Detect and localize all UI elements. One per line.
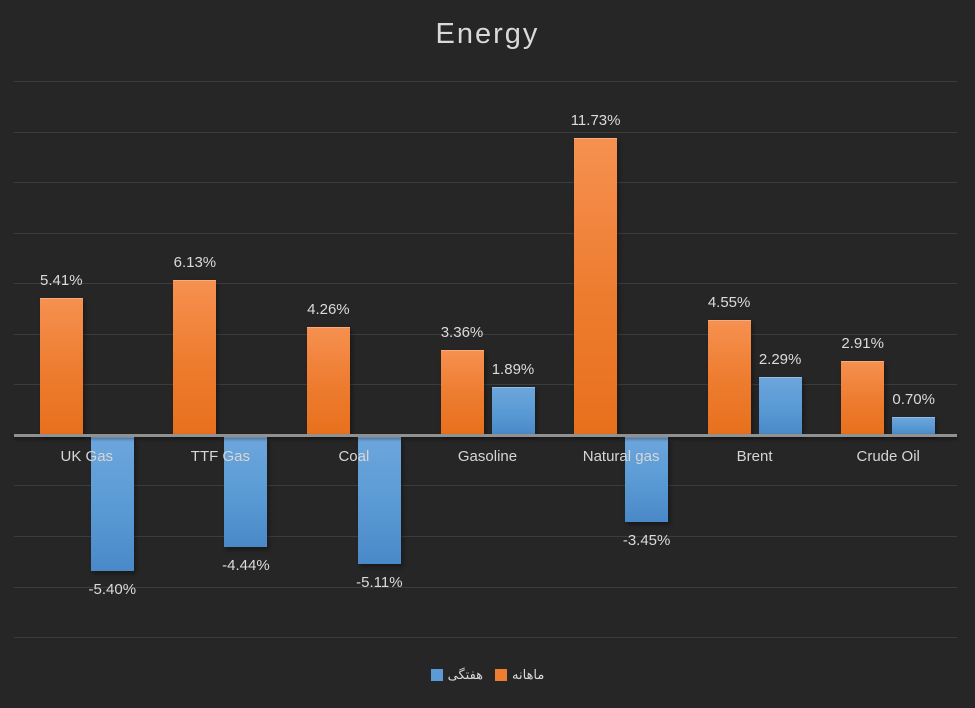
data-label: 0.70% [892,391,935,409]
bar-monthly [574,138,618,435]
legend-label-weekly: هفتگی [447,667,484,682]
plot-area: UK Gas 5.41% -5.40% TTF Gas 6.13% -4.44% Coal 4… [14,81,957,638]
gridline [14,333,957,335]
gridline [14,232,957,234]
chart-title: Energy [435,18,540,50]
bar-monthly [841,361,885,435]
legend-label-monthly: ماهانه [512,667,545,682]
gridline [14,535,957,537]
data-label: -4.44% [222,557,270,574]
data-label: 11.73% [570,112,621,130]
category-label: Gasoline [457,447,518,465]
bar-monthly [707,319,751,435]
gridline [14,637,957,638]
bar-weekly [758,376,802,435]
bar-weekly [224,436,268,547]
data-label: -3.45% [622,532,671,549]
bar-weekly [625,436,669,522]
data-label: 5.41% [40,272,83,290]
gridline [14,182,957,184]
data-label: 3.36% [440,323,484,341]
gridline [14,131,957,133]
x-axis-line [14,433,957,437]
data-label: 2.91% [841,335,884,353]
data-label: -5.11% [356,574,403,591]
bar-weekly [90,436,134,572]
bar-monthly [173,279,217,435]
legend-swatch-weekly-icon [430,669,443,681]
bar-weekly [892,417,936,435]
data-label: 4.26% [307,301,350,319]
legend-item-monthly: ماهانه [495,667,544,683]
legend-item-weekly: هفتگی [430,667,484,683]
gridline [14,586,957,588]
legend: هفتگی ماهانه [0,663,975,687]
bar-monthly [440,349,484,435]
bar-monthly [39,298,83,435]
bar-weekly [357,436,401,564]
bar-weekly [491,387,535,435]
data-label: 1.89% [491,361,535,379]
bar-monthly [306,327,350,435]
gridline [14,485,957,487]
legend-swatch-monthly-icon [495,669,508,681]
gridline [14,283,957,285]
category-label: Natural gas [582,447,660,465]
gridline [14,81,957,82]
data-label: 4.55% [707,293,751,311]
data-label: 6.13% [173,253,217,271]
category-label: UK Gas [60,447,114,465]
category-label: TTF Gas [190,447,250,465]
category-label: Coal [338,447,370,465]
gridline [14,384,957,386]
category-label: Brent [736,447,773,465]
data-label: -5.40% [88,581,137,599]
category-label: Crude Oil [856,447,920,465]
data-label: 2.29% [758,350,802,368]
